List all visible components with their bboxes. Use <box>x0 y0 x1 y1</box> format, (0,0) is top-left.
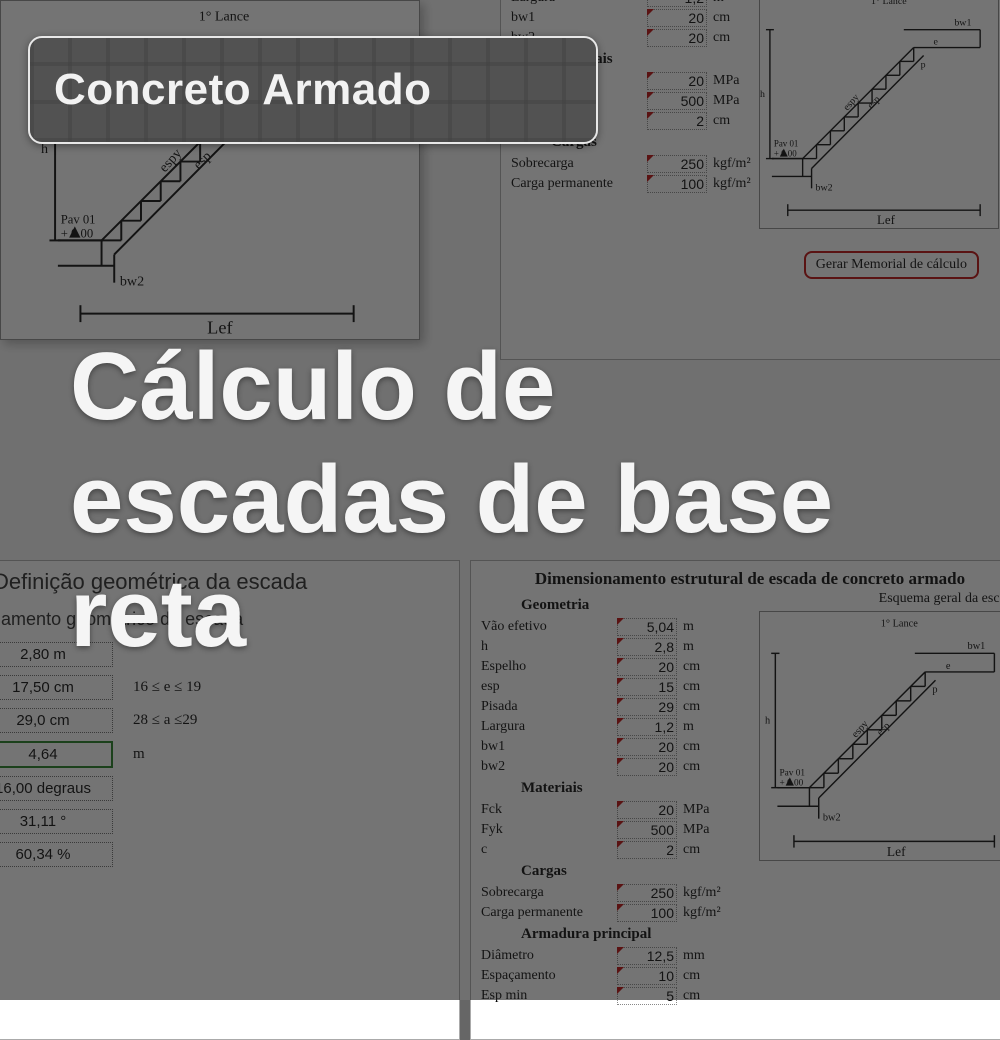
main-title: Cálculo de escadas de base reta <box>70 330 940 670</box>
category-badge-label: Concreto Armado <box>54 65 431 115</box>
category-badge: Concreto Armado <box>28 36 598 144</box>
